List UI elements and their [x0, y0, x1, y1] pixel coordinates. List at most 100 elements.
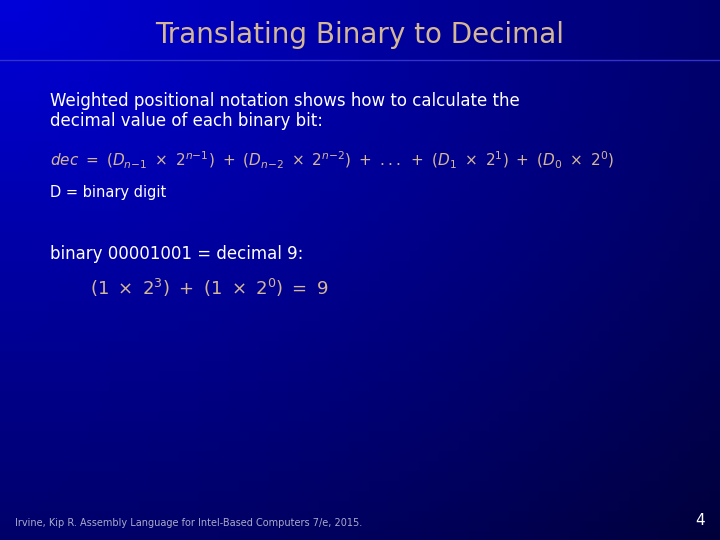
Bar [430, 200, 440, 210]
Bar [700, 520, 710, 530]
Bar [400, 290, 410, 300]
Bar [90, 360, 100, 370]
Bar [210, 50, 220, 60]
Bar [280, 90, 290, 100]
Bar [470, 390, 480, 400]
Bar [350, 360, 360, 370]
Bar [620, 260, 630, 270]
Bar [430, 530, 440, 540]
Bar [260, 50, 270, 60]
Bar [510, 90, 520, 100]
Bar [270, 360, 280, 370]
Bar [700, 100, 710, 110]
Bar [410, 330, 420, 340]
Bar [640, 0, 650, 10]
Bar [100, 530, 110, 540]
Bar [170, 80, 180, 90]
Bar [360, 50, 370, 60]
Bar [710, 530, 720, 540]
Bar [600, 410, 610, 420]
Bar [90, 470, 100, 480]
Bar [40, 90, 50, 100]
Bar [460, 310, 470, 320]
Bar [700, 360, 710, 370]
Bar [330, 530, 340, 540]
Bar [470, 50, 480, 60]
Bar [450, 140, 460, 150]
Bar [590, 80, 600, 90]
Bar [70, 260, 80, 270]
Bar [100, 350, 110, 360]
Bar [410, 260, 420, 270]
Bar [180, 280, 190, 290]
Bar [620, 140, 630, 150]
Bar [260, 290, 270, 300]
Bar [0, 140, 10, 150]
Bar [110, 100, 120, 110]
Bar [690, 140, 700, 150]
Bar [470, 400, 480, 410]
Bar [530, 160, 540, 170]
Bar [60, 390, 70, 400]
Bar [570, 460, 580, 470]
Bar [560, 320, 570, 330]
Bar [680, 340, 690, 350]
Bar [550, 310, 560, 320]
Bar [50, 450, 60, 460]
Bar [690, 40, 700, 50]
Bar [310, 220, 320, 230]
Bar [670, 530, 680, 540]
Bar [610, 490, 620, 500]
Bar [300, 310, 310, 320]
Bar [650, 490, 660, 500]
Bar [290, 160, 300, 170]
Bar [190, 430, 200, 440]
Bar [150, 210, 160, 220]
Bar [590, 410, 600, 420]
Bar [590, 120, 600, 130]
Bar [170, 320, 180, 330]
Bar [620, 160, 630, 170]
Bar [500, 510, 510, 520]
Bar [170, 500, 180, 510]
Bar [480, 170, 490, 180]
Bar [570, 530, 580, 540]
Bar [190, 270, 200, 280]
Bar [630, 30, 640, 40]
Bar [380, 410, 390, 420]
Bar [430, 120, 440, 130]
Bar [590, 370, 600, 380]
Bar [460, 380, 470, 390]
Bar [140, 220, 150, 230]
Bar [510, 440, 520, 450]
Bar [280, 50, 290, 60]
Bar [670, 430, 680, 440]
Bar [210, 230, 220, 240]
Bar [150, 510, 160, 520]
Bar [470, 30, 480, 40]
Bar [540, 150, 550, 160]
Bar [430, 170, 440, 180]
Bar [70, 490, 80, 500]
Bar [210, 460, 220, 470]
Bar [400, 190, 410, 200]
Bar [580, 460, 590, 470]
Bar [550, 510, 560, 520]
Bar [130, 430, 140, 440]
Bar [490, 150, 500, 160]
Bar [160, 260, 170, 270]
Bar [590, 450, 600, 460]
Bar [70, 300, 80, 310]
Bar [300, 330, 310, 340]
Bar [160, 450, 170, 460]
Bar [320, 520, 330, 530]
Bar [90, 260, 100, 270]
Bar [40, 150, 50, 160]
Bar [130, 100, 140, 110]
Bar [110, 500, 120, 510]
Bar [690, 210, 700, 220]
Bar [370, 400, 380, 410]
Bar [150, 60, 160, 70]
Bar [100, 200, 110, 210]
Bar [480, 370, 490, 380]
